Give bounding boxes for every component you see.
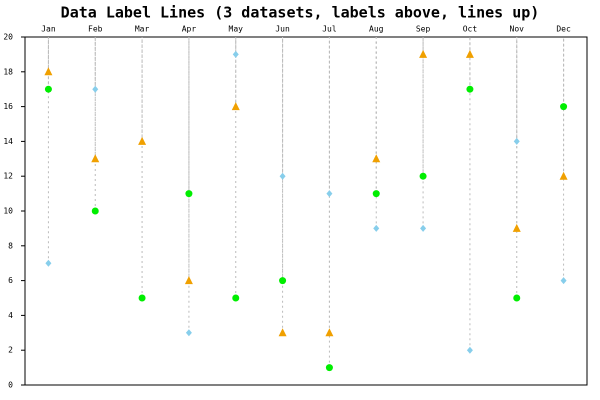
y-tick-label: 16: [3, 102, 13, 111]
y-tick-label: 18: [3, 67, 13, 76]
point: [560, 277, 567, 285]
y-tick-label: 8: [8, 241, 13, 250]
x-tick-label: May: [229, 25, 244, 34]
point: [278, 328, 287, 337]
point: [419, 49, 428, 58]
point: [419, 172, 427, 180]
point: [231, 102, 240, 111]
y-tick-label: 20: [3, 33, 13, 42]
x-tick-label: Jan: [41, 25, 56, 34]
point: [45, 259, 52, 267]
point: [91, 207, 99, 215]
point: [326, 190, 333, 198]
x-tick-label: Feb: [88, 25, 103, 34]
point: [513, 294, 521, 302]
point: [184, 276, 193, 285]
y-tick-label: 12: [3, 172, 13, 181]
point: [185, 190, 193, 198]
point: [44, 85, 52, 93]
point: [560, 103, 568, 111]
point: [513, 137, 520, 145]
point: [44, 67, 53, 76]
x-tick-label: Aug: [369, 25, 384, 34]
y-tick-label: 10: [3, 207, 13, 216]
point: [325, 364, 333, 372]
y-tick-label: 14: [3, 137, 13, 146]
y-tick-label: 4: [8, 311, 13, 320]
point: [138, 136, 147, 145]
y-tick-label: 0: [8, 381, 13, 390]
point: [91, 154, 100, 163]
point: [185, 329, 192, 337]
point: [559, 171, 568, 180]
x-tick-label: Apr: [182, 25, 197, 34]
x-tick-label: Sep: [416, 25, 431, 34]
x-tick-label: Oct: [463, 25, 478, 34]
point: [420, 224, 427, 232]
point: [232, 294, 240, 302]
x-tick-label: Jul: [322, 25, 337, 34]
x-tick-label: Mar: [135, 25, 150, 34]
point: [279, 277, 287, 285]
point: [466, 85, 474, 93]
point: [373, 224, 380, 232]
point: [465, 49, 474, 58]
chart-title: Data Label Lines (3 datasets, labels abo…: [61, 4, 540, 22]
point: [279, 172, 286, 180]
point: [138, 294, 146, 302]
point: [92, 85, 99, 93]
x-tick-label: Dec: [556, 25, 571, 34]
point: [372, 154, 381, 163]
y-tick-label: 6: [8, 276, 13, 285]
point: [466, 346, 473, 354]
point: [512, 223, 521, 232]
point: [325, 328, 334, 337]
y-tick-label: 2: [8, 346, 13, 355]
x-tick-label: Nov: [510, 25, 525, 34]
point: [232, 50, 239, 58]
x-tick-label: Jun: [275, 25, 290, 34]
point: [372, 190, 380, 198]
